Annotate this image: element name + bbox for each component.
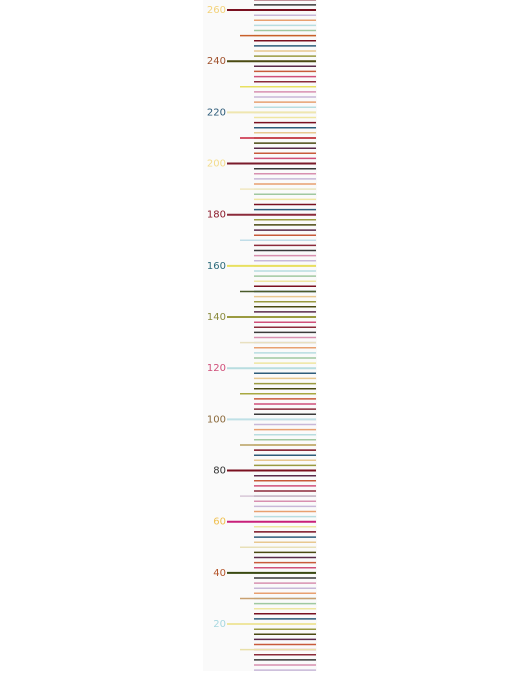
tick-label: 160	[207, 261, 226, 272]
tick-label: 80	[213, 466, 226, 477]
tick-label: 20	[213, 619, 226, 630]
tick-label: 100	[207, 414, 226, 425]
tick-label: 120	[207, 363, 226, 374]
tick-label: 60	[213, 517, 226, 528]
tick-label: 240	[207, 56, 226, 67]
tick-label: 40	[213, 568, 226, 579]
tick-label: 220	[207, 107, 226, 118]
tick-label: 140	[207, 312, 226, 323]
tick-label: 180	[207, 210, 226, 221]
tick-label: 260	[207, 5, 226, 16]
tick-label: 200	[207, 159, 226, 170]
